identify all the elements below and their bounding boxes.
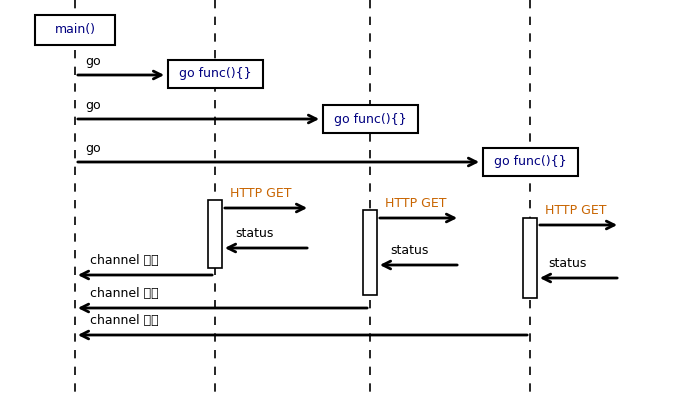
Text: go: go: [85, 99, 101, 112]
Text: status: status: [235, 227, 273, 240]
Text: status: status: [548, 257, 586, 270]
Text: channel 経由: channel 経由: [90, 287, 159, 300]
Text: go func(){}: go func(){}: [178, 68, 251, 80]
Bar: [35, 15, 115, 45]
Text: go func(){}: go func(){}: [334, 112, 406, 126]
Bar: [523, 218, 537, 298]
Text: HTTP GET: HTTP GET: [545, 204, 606, 217]
Text: go func(){}: go func(){}: [493, 156, 566, 168]
Bar: [483, 148, 577, 176]
Text: channel 経由: channel 経由: [90, 314, 159, 327]
Text: go: go: [85, 142, 101, 155]
Bar: [363, 210, 377, 295]
Text: main(): main(): [55, 24, 95, 36]
Bar: [168, 60, 262, 88]
Text: status: status: [390, 244, 429, 257]
Text: HTTP GET: HTTP GET: [385, 197, 447, 210]
Text: go: go: [85, 55, 101, 68]
Bar: [208, 200, 222, 268]
Text: channel 経由: channel 経由: [90, 254, 159, 267]
Text: HTTP GET: HTTP GET: [230, 187, 291, 200]
Bar: [322, 105, 418, 133]
